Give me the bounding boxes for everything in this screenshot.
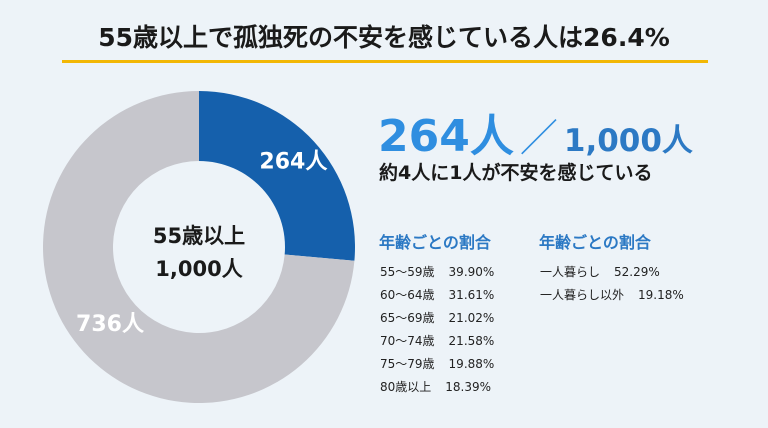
- age-breakdown-label: 80歳以上: [380, 380, 432, 394]
- living-breakdown-value: 19.18%: [638, 288, 684, 302]
- donut-slice-0: [199, 91, 356, 261]
- headline-separator: ／: [519, 116, 558, 160]
- living-breakdown-item: 一人暮らし以外 19.18%: [540, 288, 684, 311]
- age-breakdown-label: 75〜79歳: [380, 357, 435, 371]
- age-breakdown-value: 31.61%: [448, 288, 495, 302]
- age-breakdown-item: 75〜79歳 19.88%: [380, 357, 494, 380]
- donut-center-label-1: 55歳以上: [153, 224, 245, 248]
- page-title: 55歳以上で孤独死の不安を感じている人は26.4%: [98, 23, 670, 52]
- title-underline: [62, 60, 708, 63]
- age-breakdown-item: 80歳以上 18.39%: [380, 380, 494, 403]
- living-breakdown-item: 一人暮らし 52.29%: [540, 265, 684, 288]
- age-breakdown-item: 60〜64歳 31.61%: [380, 288, 494, 311]
- headline: 264人 ／ 1,000人: [378, 100, 693, 162]
- age-breakdown-heading: 年齢ごとの割合: [379, 233, 491, 252]
- age-breakdown-label: 65〜69歳: [380, 311, 435, 325]
- headline-total: 1,000人: [563, 123, 693, 159]
- living-breakdown-label: 一人暮らし以外: [540, 288, 625, 302]
- age-breakdown-value: 19.88%: [448, 357, 495, 371]
- age-breakdown-value: 21.02%: [448, 311, 495, 325]
- living-breakdown-heading: 年齢ごとの割合: [539, 233, 651, 252]
- living-breakdown-list: 一人暮らし 52.29% 一人暮らし以外 19.18%: [540, 265, 684, 311]
- headline-subline: 約4人に1人が不安を感じている: [379, 162, 653, 184]
- living-breakdown-value: 52.29%: [614, 265, 660, 279]
- age-breakdown-label: 60〜64歳: [380, 288, 435, 302]
- donut-center-label-2: 1,000人: [155, 257, 242, 281]
- age-breakdown-item: 65〜69歳 21.02%: [380, 311, 494, 334]
- headline-count: 264人: [378, 111, 514, 162]
- age-breakdown-list: 55〜59歳 39.90% 60〜64歳 31.61% 65〜69歳 21.02% 70〜7…: [380, 265, 494, 403]
- age-breakdown-value: 18.39%: [445, 380, 492, 394]
- age-breakdown-label: 70〜74歳: [380, 334, 435, 348]
- age-breakdown-value: 39.90%: [448, 265, 495, 279]
- age-breakdown-value: 21.58%: [448, 334, 495, 348]
- age-breakdown-item: 55〜59歳 39.90%: [380, 265, 494, 288]
- donut-slice-1: [43, 91, 355, 404]
- donut-slice-label-1: 736人: [76, 312, 144, 337]
- living-breakdown-label: 一人暮らし: [540, 265, 601, 279]
- age-breakdown-label: 55〜59歳: [380, 265, 435, 279]
- age-breakdown-item: 70〜74歳 21.58%: [380, 334, 494, 357]
- donut-slice-label-0: 264人: [259, 150, 327, 175]
